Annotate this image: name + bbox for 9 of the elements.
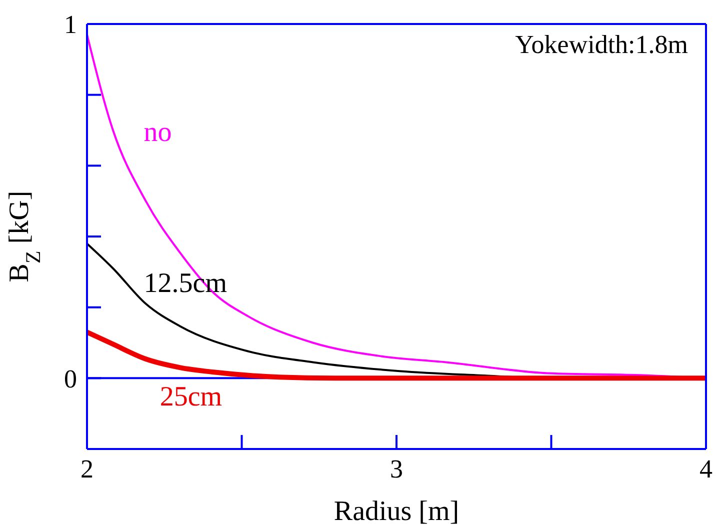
y-tick-label: 1 xyxy=(64,10,77,40)
x-tick-label: 4 xyxy=(700,454,712,484)
x-tick-label: 2 xyxy=(80,454,94,484)
series-label: no xyxy=(144,117,172,148)
x-axis-title: Radius [m] xyxy=(334,496,460,527)
y-tick-label: 0 xyxy=(64,364,77,394)
x-tick-label: 3 xyxy=(390,454,403,484)
series-label: 25cm xyxy=(160,382,222,413)
annotation: Yokewidth:1.8m xyxy=(515,30,688,60)
